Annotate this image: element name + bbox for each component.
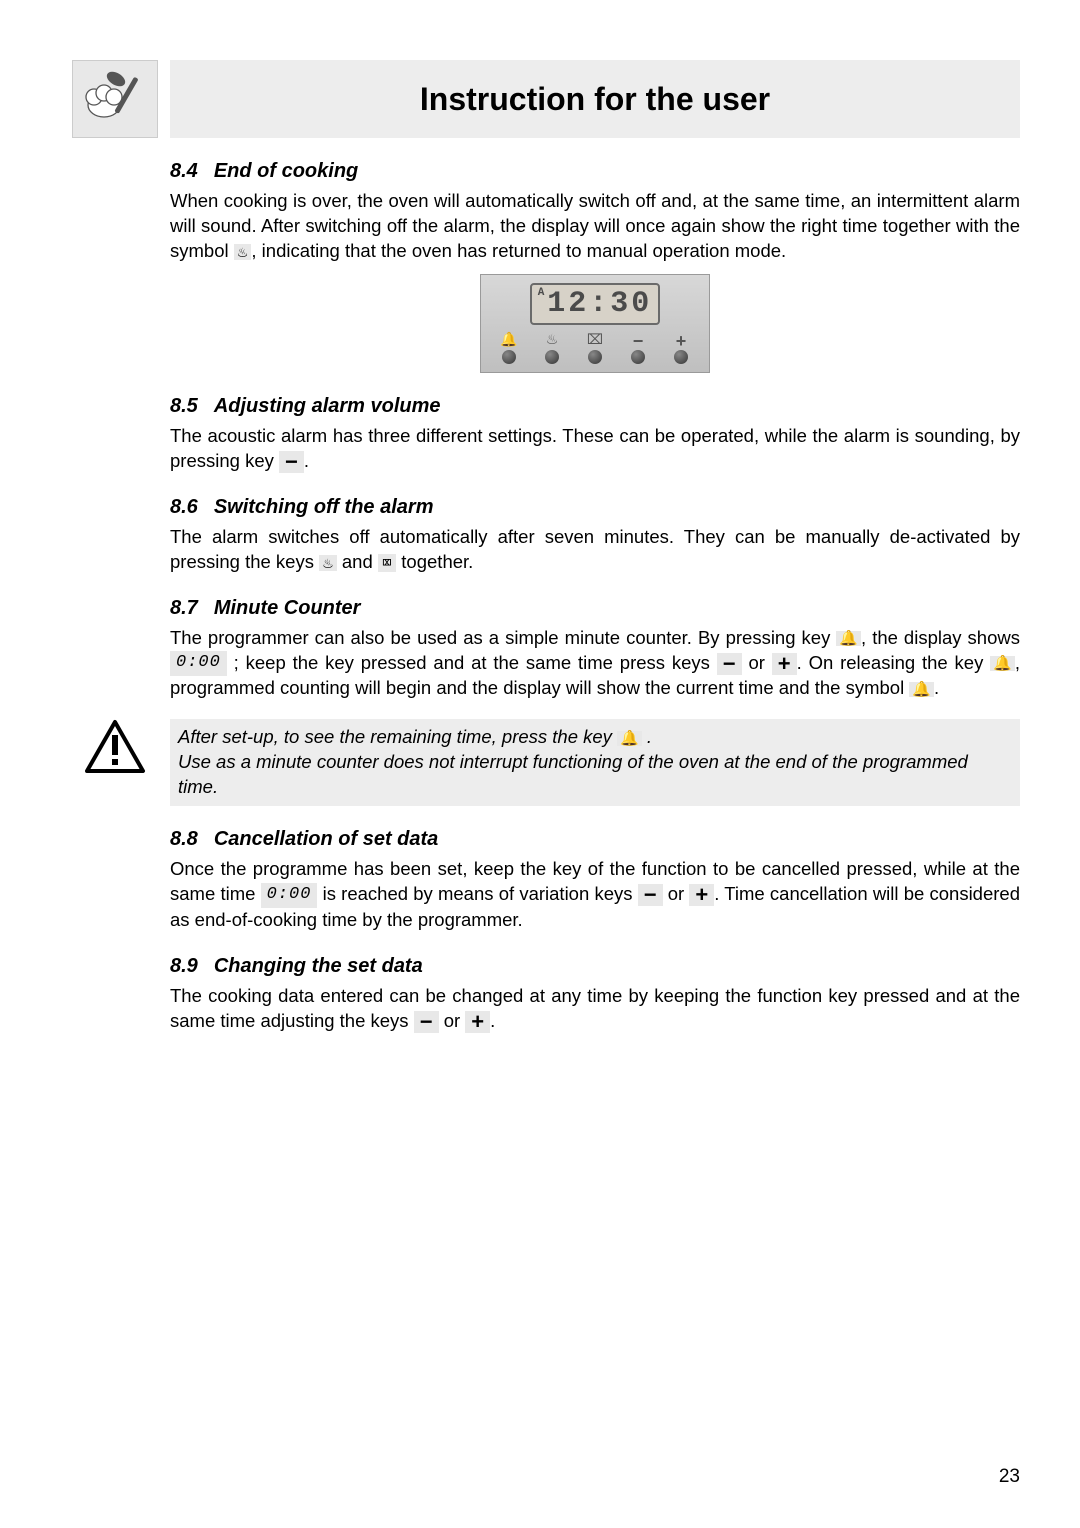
heading-8-6: 8.6 Switching off the alarm bbox=[170, 496, 1020, 519]
knob bbox=[502, 350, 516, 364]
text: The alarm switches off automatically aft… bbox=[170, 526, 1020, 572]
text: ; keep the key pressed and at the same t… bbox=[227, 652, 717, 673]
panel-btn-minus: − bbox=[622, 331, 654, 364]
heading-8-4: 8.4 End of cooking bbox=[170, 160, 1020, 183]
lcd-display: A12:30 bbox=[530, 283, 661, 325]
page-header: Instruction for the user bbox=[60, 60, 1020, 138]
section-title: Switching off the alarm bbox=[214, 496, 434, 518]
para-8-4: When cooking is over, the oven will auto… bbox=[170, 189, 1020, 264]
text: together. bbox=[396, 551, 473, 572]
heading-8-8: 8.8 Cancellation of set data bbox=[170, 828, 1020, 851]
text: , indicating that the oven has returned … bbox=[251, 240, 786, 261]
minus-icon: − bbox=[622, 331, 654, 347]
section-title: End of cooking bbox=[214, 160, 358, 182]
note-line-1: After set-up, to see the remaining time,… bbox=[178, 725, 1012, 750]
warning-icon-cell bbox=[60, 719, 170, 775]
heading-8-9: 8.9 Changing the set data bbox=[170, 955, 1020, 978]
bell-icon: 🔔 bbox=[909, 682, 934, 697]
text: . On releasing the key bbox=[797, 652, 991, 673]
text: . bbox=[642, 726, 652, 747]
section-number: 8.8 bbox=[170, 828, 198, 850]
para-8-7: The programmer can also be used as a sim… bbox=[170, 626, 1020, 702]
text: or bbox=[742, 652, 772, 673]
knob bbox=[545, 350, 559, 364]
section-number: 8.4 bbox=[170, 160, 198, 182]
page-container: Instruction for the user 8.4 End of cooki… bbox=[0, 0, 1080, 1074]
section-number: 8.5 bbox=[170, 395, 198, 417]
lcd-prefix: A bbox=[538, 287, 548, 299]
section-title: Adjusting alarm volume bbox=[214, 395, 441, 417]
text: and bbox=[337, 551, 378, 572]
page-title: Instruction for the user bbox=[170, 60, 1020, 138]
para-8-5: The acoustic alarm has three different s… bbox=[170, 424, 1020, 474]
section-number: 8.7 bbox=[170, 597, 198, 619]
section-number: 8.6 bbox=[170, 496, 198, 518]
pot-icon: ♨ bbox=[234, 244, 252, 260]
warning-note-box: After set-up, to see the remaining time,… bbox=[170, 719, 1020, 806]
digital-zero-icon: 0:00 bbox=[170, 651, 227, 676]
section-title: Cancellation of set data bbox=[214, 828, 439, 850]
minus-key-icon: − bbox=[638, 884, 663, 906]
text: The cooking data entered can be changed … bbox=[170, 985, 1020, 1031]
knob bbox=[674, 350, 688, 364]
page-number: 23 bbox=[999, 1466, 1020, 1488]
text: or bbox=[439, 1010, 466, 1031]
text: is reached by means of variation keys bbox=[317, 883, 637, 904]
minus-key-icon: − bbox=[279, 451, 304, 473]
panel-btn-bell: 🔔 bbox=[493, 331, 525, 364]
text: , the display shows bbox=[861, 627, 1020, 648]
pot-icon: ♨ bbox=[319, 555, 337, 571]
knob bbox=[631, 350, 645, 364]
heading-8-5: 8.5 Adjusting alarm volume bbox=[170, 395, 1020, 418]
panel-button-row: 🔔 ♨ ⌧ − + bbox=[491, 331, 699, 364]
bell-icon: 🔔 bbox=[990, 656, 1015, 671]
panel-btn-pot-crossed: ⌧ bbox=[579, 331, 611, 364]
para-8-8: Once the programme has been set, keep th… bbox=[170, 857, 1020, 933]
warning-note-row: After set-up, to see the remaining time,… bbox=[60, 719, 1020, 806]
bell-icon: 🔔 bbox=[617, 731, 642, 746]
digital-zero-icon: 0:00 bbox=[261, 883, 318, 908]
pot-crossed-icon: ⌧ bbox=[579, 331, 611, 347]
bell-icon: 🔔 bbox=[493, 331, 525, 347]
text: . bbox=[934, 677, 939, 698]
text: or bbox=[663, 883, 690, 904]
panel-btn-plus: + bbox=[665, 331, 697, 364]
heading-8-7: 8.7 Minute Counter bbox=[170, 597, 1020, 620]
para-8-6: The alarm switches off automatically aft… bbox=[170, 525, 1020, 575]
plus-key-icon: + bbox=[465, 1011, 490, 1033]
section-number: 8.9 bbox=[170, 955, 198, 977]
section-title: Minute Counter bbox=[214, 597, 361, 619]
content-body: 8.4 End of cooking When cooking is over, … bbox=[170, 160, 1020, 1034]
plus-icon: + bbox=[665, 331, 697, 347]
lcd-value: 12:30 bbox=[547, 287, 652, 321]
bell-icon: 🔔 bbox=[836, 631, 861, 646]
oven-control-panel: A12:30 🔔 ♨ ⌧ − + bbox=[480, 274, 710, 373]
warning-triangle-icon bbox=[84, 719, 146, 775]
pot-crossed-icon: ⌧ bbox=[378, 554, 396, 573]
note-line-2: Use as a minute counter does not interru… bbox=[178, 750, 1012, 800]
oven-display-figure: A12:30 🔔 ♨ ⌧ − + bbox=[170, 274, 1020, 373]
chef-logo-icon bbox=[72, 60, 158, 138]
pot-icon: ♨ bbox=[536, 331, 568, 347]
para-8-9: The cooking data entered can be changed … bbox=[170, 984, 1020, 1034]
text: After set-up, to see the remaining time,… bbox=[178, 726, 617, 747]
panel-btn-pot: ♨ bbox=[536, 331, 568, 364]
knob bbox=[588, 350, 602, 364]
section-title: Changing the set data bbox=[214, 955, 423, 977]
plus-key-icon: + bbox=[772, 653, 797, 675]
text: . bbox=[490, 1010, 495, 1031]
minus-key-icon: − bbox=[414, 1011, 439, 1033]
minus-key-icon: − bbox=[717, 653, 742, 675]
text: . bbox=[304, 450, 309, 471]
logo-cell bbox=[60, 60, 170, 138]
text: The programmer can also be used as a sim… bbox=[170, 627, 836, 648]
plus-key-icon: + bbox=[689, 884, 714, 906]
